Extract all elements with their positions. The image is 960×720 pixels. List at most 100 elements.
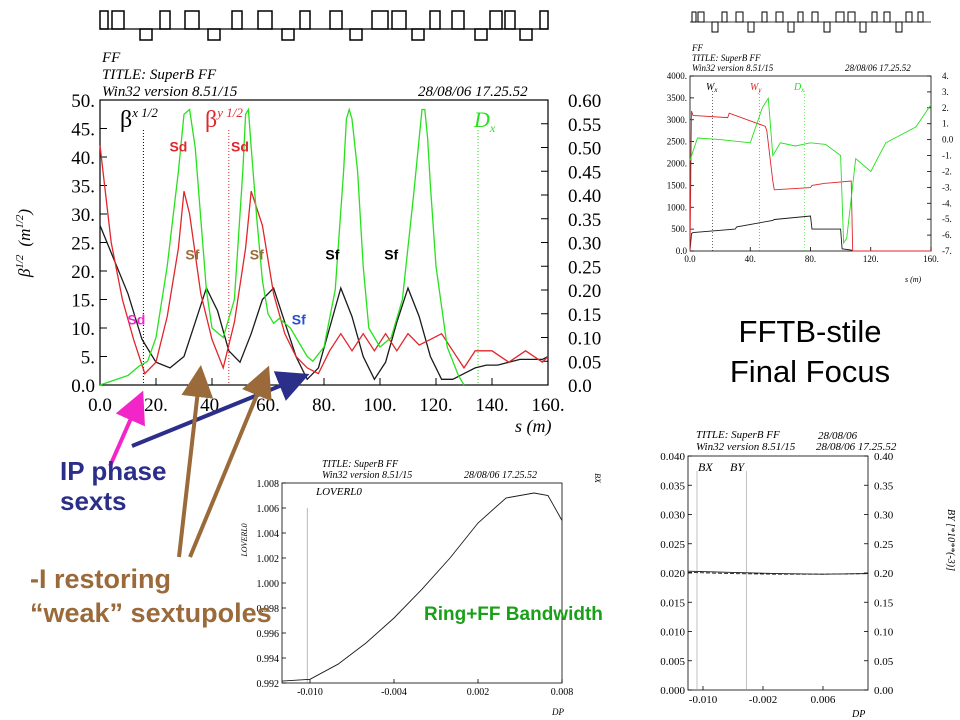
bandwidth-annotation: Ring+FF Bandwidth: [424, 604, 603, 625]
x-tick-label: 100.: [363, 395, 396, 416]
tr-frame: [689, 75, 932, 252]
br-series-by: [687, 571, 869, 575]
tr-y-right-tick-label: 4.: [942, 71, 949, 81]
lattice-element: [281, 28, 295, 41]
tr-reference-lines: [712, 91, 805, 251]
bm-y-tick-label: 0.994: [257, 654, 280, 665]
lattice-element: [139, 28, 153, 41]
tr-lattice-element: [905, 11, 913, 23]
tr-y-left-tick-label: 4000.: [667, 71, 687, 81]
tr-x-label: s (m): [905, 275, 922, 284]
tr-lattice-element: [787, 21, 795, 33]
lattice-element: [257, 10, 273, 30]
series-dx: [99, 107, 465, 386]
y-left-tick-label: 5.: [81, 348, 95, 369]
lattice-element: [231, 10, 243, 30]
ip-phase-line2: sexts: [60, 486, 127, 516]
tr-lattice-element: [895, 21, 903, 33]
y-axis-left-label: β1/2(m1/2): [14, 209, 34, 279]
tr-y-right-tick-label: 3.: [942, 87, 949, 97]
bm-frame: [281, 482, 563, 684]
tr-x-tick-label: 0.0: [684, 254, 696, 264]
lattice-element: [504, 10, 516, 30]
tr-series-wx: [689, 215, 931, 252]
element-label: Sf: [250, 247, 264, 263]
br-x-tick-label: 0.006: [811, 694, 836, 706]
y-left-tick-label: 40.: [71, 148, 95, 169]
y-left-tick-label: 15.: [71, 291, 95, 312]
lattice-element: [299, 10, 311, 30]
br-y-right-label: BY [*10**(-3)]: [945, 509, 956, 571]
chart-version: Win32 version 8.51/15: [102, 84, 238, 100]
tr-y-right-tick-label: 1.: [942, 119, 949, 129]
lattice-element: [329, 10, 343, 30]
element-label: Sd: [169, 138, 187, 154]
br-reference-lines: [696, 471, 747, 690]
y-left-tick-label: 35.: [71, 177, 95, 198]
y-right-tick-label: 0.30: [568, 234, 601, 255]
lattice-element: [371, 10, 389, 30]
svg-text:β1/2(m1/2): β1/2(m1/2): [14, 209, 34, 279]
tr-y-left-tick-label: 1500.: [667, 180, 687, 190]
br-y-right-tick-label: 0.10: [874, 627, 894, 639]
lattice-element: [99, 10, 109, 30]
x-tick-label: 160.: [531, 395, 564, 416]
x-tick-label: 120.: [419, 395, 452, 416]
tr-x-tick-label: 160.: [923, 254, 939, 264]
tr-y-left-tick-label: 1000.: [667, 202, 687, 212]
y-axis-right-ticks: 0.00.050.100.150.200.250.300.350.400.450…: [541, 91, 601, 397]
ylabel-paren: (m: [15, 229, 34, 247]
bm-series-lines: [281, 492, 563, 682]
x-axis-label: s (m): [515, 416, 552, 437]
element-label: Sf: [325, 247, 339, 263]
tr-y-left-tick-label: 3500.: [667, 93, 687, 103]
br-datetime-overlay: 28/08/06: [818, 430, 858, 442]
ylabel-sup1: 1/2: [14, 254, 26, 269]
element-label: Sf: [185, 247, 199, 263]
ylabel-sup2: 1/2: [14, 214, 26, 229]
element-label: Sd: [231, 138, 249, 154]
tr-series-lines: [689, 96, 932, 252]
tr-y-left-tick-label: 2500.: [667, 137, 687, 147]
chart-datetime: 28/08/06 17.25.52: [418, 84, 528, 100]
ylabel-beta: β: [15, 268, 34, 278]
br-y-right-tick-label: 0.30: [874, 510, 894, 522]
series-x: [99, 225, 549, 381]
element-label: Sf: [384, 247, 398, 263]
tr-y-left-tick-label: 2000.: [667, 159, 687, 169]
tr-y-right-tick-label: -4.: [942, 198, 952, 208]
br-x-ticks: -0.010 -0.002 0.006: [689, 686, 836, 706]
bm-series-label: LOVERL0: [315, 486, 362, 498]
y-right-tick-label: 0.40: [568, 186, 601, 207]
bm-y-tick-label: 1.006: [257, 504, 280, 515]
tr-y-left-tick-label: 3000.: [667, 115, 687, 125]
tr-legend-wx: Wx: [706, 82, 718, 94]
tr-lattice-element: [721, 11, 728, 23]
y-axis-left-ticks: 0.0 5. 10. 15. 20. 25. 30. 35. 40. 45. 50.: [71, 91, 107, 397]
legend-dx: Dx: [473, 107, 496, 135]
br-label-bx: BX: [698, 460, 713, 474]
br-y-right-tick-label: 0.25: [874, 539, 894, 551]
tr-lattice-element: [797, 11, 804, 23]
bm-x-tick-label: -0.004: [381, 687, 407, 698]
bm-x-tick-label: 0.008: [551, 687, 574, 698]
restoring-line2: “weak” sextupoles: [30, 598, 272, 628]
y-right-tick-label: 0.25: [568, 257, 601, 278]
legend-by: βy 1/2: [205, 105, 243, 133]
bm-y-tick-label: 1.000: [257, 579, 280, 590]
tr-ff-label: FF: [691, 43, 703, 53]
y-right-tick-label: 0.55: [568, 115, 601, 136]
br-y-left-tick-label: 0.010: [660, 627, 685, 639]
ip-phase-line1: IP phase: [60, 456, 167, 486]
tr-legend-wy: Wy: [750, 82, 762, 94]
tr-lattice-element: [735, 11, 744, 23]
tr-y-left-tick-label: 500.: [671, 224, 687, 234]
y-right-tick-label: 0.05: [568, 352, 601, 373]
tr-lattice-element: [697, 11, 705, 23]
element-label: Sf: [292, 312, 306, 328]
br-y-right-tick-label: 0.05: [874, 656, 894, 668]
y-left-tick-label: 20.: [71, 262, 95, 283]
reference-lines: [142, 130, 479, 385]
tr-series-dx: [689, 96, 932, 245]
tr-y-right-tick-label: 2.: [942, 103, 949, 113]
